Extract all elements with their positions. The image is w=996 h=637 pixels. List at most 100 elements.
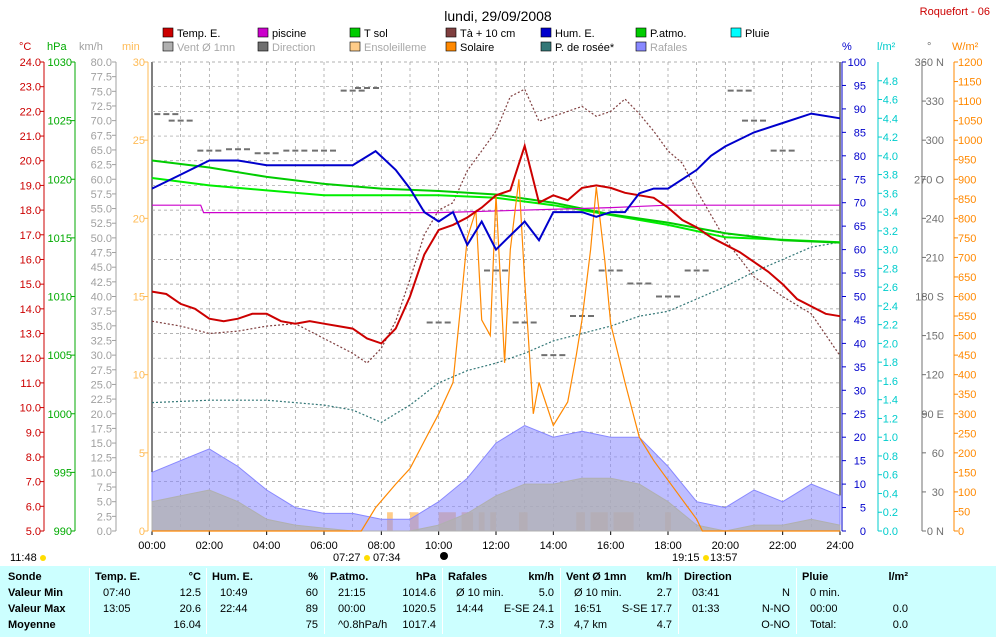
- temp-tick-label: 24.0: [20, 57, 41, 69]
- rain-tick-label: 1.8: [883, 357, 898, 369]
- rain-tick-label: 0.4: [883, 488, 898, 500]
- hum-tick-label: 20: [854, 432, 866, 444]
- sun-tick-label: 10: [133, 370, 145, 382]
- solar-tick-label: 1000: [958, 135, 982, 147]
- table-cell-time: 21:15: [338, 587, 366, 599]
- sun-tick-label: 25: [133, 135, 145, 147]
- wind-tick-label: 72.5: [91, 101, 112, 113]
- rain-tick-label: 4.4: [883, 113, 898, 125]
- hum-tick-label: 90: [854, 104, 866, 116]
- sun-tick-label: 0: [139, 526, 145, 538]
- legend-swatch: [635, 27, 647, 38]
- temp-tick-label: 14.0: [20, 304, 41, 316]
- plot-area: [151, 87, 841, 532]
- legend-swatch: [445, 41, 457, 52]
- solar-tick-label: 200: [958, 448, 976, 460]
- wind-unit-label: km/h: [79, 41, 103, 53]
- sunrise-time-b: 07:34: [373, 552, 401, 564]
- solar-tick-label: 450: [958, 350, 976, 362]
- legend-swatch: [257, 41, 269, 52]
- solar-tick-label: 600: [958, 292, 976, 304]
- hum-tick-label: 55: [854, 268, 866, 280]
- rain-tick-label: 2.6: [883, 282, 898, 294]
- hum-tick-label: 5: [860, 503, 866, 515]
- legend-label: P. de rosée*: [555, 42, 615, 54]
- temp-tick-label: 13.0: [20, 329, 41, 341]
- table-unit: km/h: [528, 571, 554, 583]
- table-cell-value: 0.0: [892, 603, 908, 615]
- pressure-unit-label: hPa: [47, 41, 67, 53]
- wind-tick-label: 37.5: [91, 306, 112, 318]
- table-cell-value: 1020.5: [402, 603, 436, 615]
- table-cell-value: 60: [305, 587, 318, 599]
- legend-label: Hum. E.: [555, 28, 595, 40]
- legend-label: Rafales: [650, 42, 688, 54]
- press-tick-label: 995: [54, 467, 72, 479]
- station-name: Roquefort - 06: [920, 6, 990, 18]
- x-tick-label: 18:00: [654, 540, 682, 552]
- temp-tick-label: 6.0: [26, 501, 41, 513]
- sun-tick-label: 5: [139, 448, 145, 460]
- solar-unit-label: W/m²: [952, 41, 979, 53]
- hum-tick-label: 100: [848, 57, 866, 69]
- table-column: P.atmo. hPa 21:15 1014.6 00:00 1020.5 ^0.8hPa/…: [330, 566, 440, 637]
- solar-tick-label: 250: [958, 428, 976, 440]
- solar-tick-label: 0: [958, 526, 964, 538]
- wind-tick-label: 55.0: [91, 204, 112, 216]
- rain-tick-label: 1.0: [883, 432, 898, 444]
- temp-tick-label: 8.0: [26, 452, 41, 464]
- table-separator: [560, 568, 561, 634]
- press-tick-label: 1020: [48, 174, 72, 186]
- legend-label: Direction: [272, 42, 315, 54]
- legend-swatch: [445, 27, 457, 38]
- rain-tick-label: 2.2: [883, 320, 898, 332]
- wind-tick-label: 17.5: [91, 423, 112, 435]
- temp-series: [151, 142, 841, 345]
- table-cell-time: 0 min.: [810, 587, 840, 599]
- hum-tick-label: 65: [854, 221, 866, 233]
- sun-tick-label: 15: [133, 292, 145, 304]
- wind-tick-label: 52.5: [91, 218, 112, 230]
- humidity-series: [151, 112, 841, 252]
- hum-tick-label: 75: [854, 174, 866, 186]
- rain-tick-label: 4.6: [883, 95, 898, 107]
- wind-tick-label: 0.0: [97, 526, 112, 538]
- sunset-time-b: 13:57: [710, 552, 738, 564]
- legend-swatch: [540, 41, 552, 52]
- x-tick-label: 04:00: [253, 540, 281, 552]
- wind-tick-label: 32.5: [91, 335, 112, 347]
- solar-tick-label: 50: [958, 506, 970, 518]
- rain-tick-label: 0.6: [883, 470, 898, 482]
- table-header: Temp. E.: [95, 571, 141, 583]
- axis-units: °C hPa km/h min% l/m² ° W/m²: [19, 41, 979, 53]
- table-column: Pluie l/m² 0 min. 00:00 0.0 Total: 0.0: [802, 566, 912, 637]
- legend-swatch: [162, 41, 174, 52]
- table-cell-value: 5.0: [538, 587, 554, 599]
- dir-tick-label: 240: [926, 213, 944, 225]
- x-tick-label: 24:00: [826, 540, 854, 552]
- legend-swatch: [349, 27, 361, 38]
- wind-tick-label: 5.0: [97, 497, 112, 509]
- table-unit: %: [308, 571, 318, 583]
- table-cell-time: Ø 10 min.: [456, 587, 504, 599]
- solar-tick-label: 900: [958, 174, 976, 186]
- table-cell-value: 12.5: [179, 587, 201, 599]
- table-cell-value: 89: [305, 603, 318, 615]
- x-tick-label: 02:00: [196, 540, 224, 552]
- table-cell-value: N: [782, 587, 790, 599]
- wind-tick-label: 15.0: [91, 438, 112, 450]
- solar-tick-label: 300: [958, 409, 976, 421]
- hum-tick-label: 30: [854, 385, 866, 397]
- solar-tick-label: 350: [958, 389, 976, 401]
- wind-tick-label: 45.0: [91, 262, 112, 274]
- solar-tick-label: 800: [958, 213, 976, 225]
- table-column: Temp. E. °C 07:40 12.5 13:05 20.6 16.04: [95, 566, 205, 637]
- hum-tick-label: 80: [854, 151, 866, 163]
- table-header: Rafales: [448, 571, 488, 583]
- wind-tick-label: 80.0: [91, 57, 112, 69]
- sunset-time-a: 19:15: [672, 552, 700, 564]
- rain-tick-label: 0.0: [883, 526, 898, 538]
- solar-tick-label: 950: [958, 155, 976, 167]
- solar-tick-label: 700: [958, 252, 976, 264]
- dir-tick-label: 0 N: [927, 526, 944, 538]
